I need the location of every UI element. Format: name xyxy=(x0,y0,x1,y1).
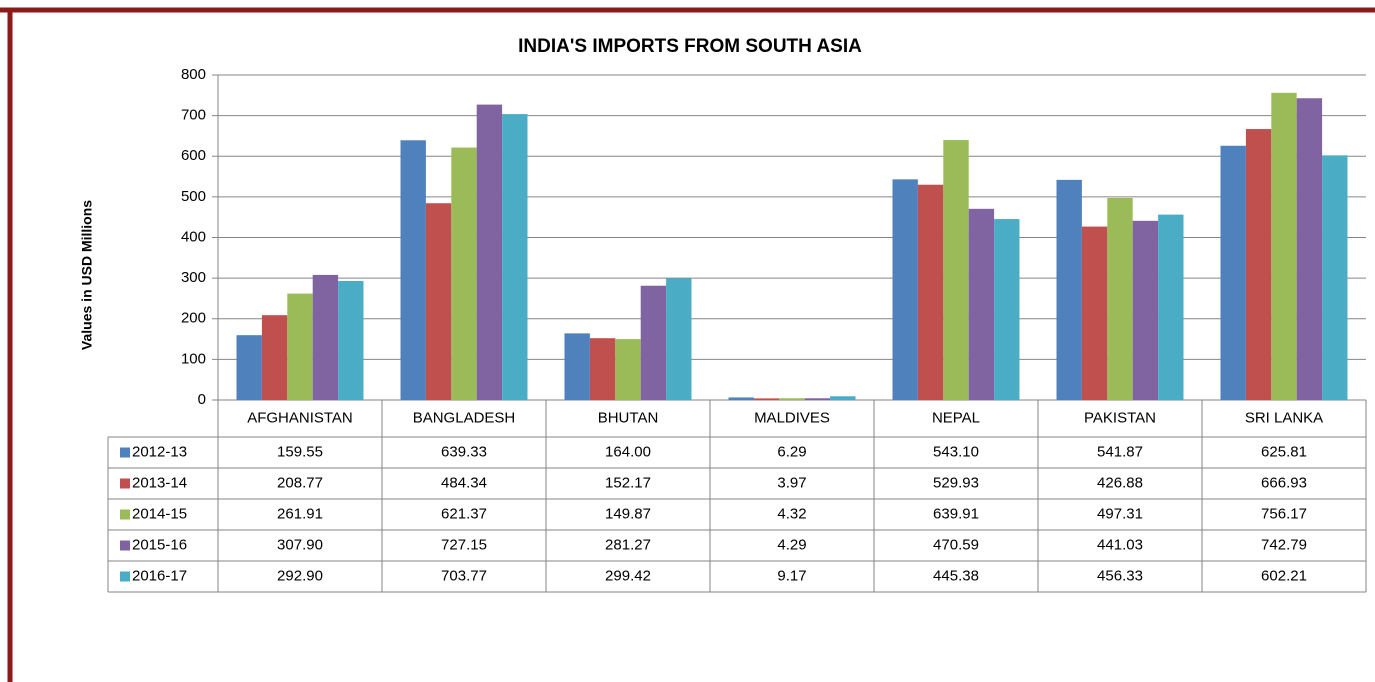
bar xyxy=(830,396,856,400)
bar xyxy=(400,140,426,400)
table-cell: 164.00 xyxy=(605,443,651,460)
table-cell: 6.29 xyxy=(777,443,806,460)
legend-label: 2014-15 xyxy=(132,505,187,522)
bar xyxy=(1056,179,1082,400)
table-cell: 470.59 xyxy=(933,536,979,553)
x-tick-label: MALDIVES xyxy=(754,409,830,426)
legend-swatch xyxy=(120,447,130,458)
y-tick-label: 700 xyxy=(181,107,206,124)
x-tick-label: BHUTAN xyxy=(598,409,659,426)
bar xyxy=(1296,98,1323,400)
table-cell: 159.55 xyxy=(277,443,323,460)
bar xyxy=(943,140,969,400)
legend-label: 2012-13 xyxy=(132,443,187,460)
table-cell: 208.77 xyxy=(277,474,323,491)
table-cell: 292.90 xyxy=(277,567,323,584)
bar xyxy=(312,274,339,400)
bar xyxy=(476,104,503,401)
bar xyxy=(753,398,780,400)
y-tick-label: 800 xyxy=(181,66,206,83)
bar xyxy=(451,147,477,400)
table-cell: 3.97 xyxy=(777,474,806,491)
legend-swatch xyxy=(120,540,130,551)
x-tick-label: AFGHANISTAN xyxy=(247,409,353,426)
bar xyxy=(236,335,262,400)
table-cell: 4.29 xyxy=(777,536,806,553)
table-cell: 639.91 xyxy=(933,505,979,522)
bar xyxy=(728,397,754,400)
table-cell: 9.17 xyxy=(777,567,806,584)
table-cell: 4.32 xyxy=(777,505,806,522)
legend-swatch xyxy=(120,478,130,489)
table-cell: 727.15 xyxy=(441,536,487,553)
table-cell: 639.33 xyxy=(441,443,487,460)
y-tick-label: 300 xyxy=(181,269,206,286)
table-cell: 666.93 xyxy=(1261,474,1307,491)
bar xyxy=(261,315,288,400)
bar xyxy=(1245,129,1272,400)
table-cell: 742.79 xyxy=(1261,536,1307,553)
bar xyxy=(779,398,805,400)
table-cell: 625.81 xyxy=(1261,443,1307,460)
table-cell: 529.93 xyxy=(933,474,979,491)
x-tick-label: BANGLADESH xyxy=(413,409,516,426)
bar xyxy=(1220,145,1246,400)
table-cell: 426.88 xyxy=(1097,474,1143,491)
bar xyxy=(666,278,692,400)
bar xyxy=(917,184,944,400)
table-cell: 543.10 xyxy=(933,443,979,460)
table-cell: 299.42 xyxy=(605,567,651,584)
y-tick-label: 400 xyxy=(181,228,206,245)
bar xyxy=(968,208,995,400)
legend-label: 2015-16 xyxy=(132,536,187,553)
table-cell: 441.03 xyxy=(1097,536,1143,553)
bar xyxy=(615,339,641,400)
bar xyxy=(338,281,364,400)
bar xyxy=(804,398,831,400)
y-tick-label: 500 xyxy=(181,188,206,205)
legend-swatch xyxy=(120,509,130,520)
bar xyxy=(1158,214,1184,400)
x-tick-label: PAKISTAN xyxy=(1084,409,1156,426)
table-cell: 152.17 xyxy=(605,474,651,491)
table-cell: 703.77 xyxy=(441,567,487,584)
bar xyxy=(589,338,616,400)
chart-title: INDIA'S IMPORTS FROM SOUTH ASIA xyxy=(518,36,862,57)
bar xyxy=(425,203,452,400)
table-cell: 484.34 xyxy=(441,474,487,491)
y-axis-title: Values in USD Millions xyxy=(79,200,95,350)
bar xyxy=(1081,226,1108,400)
table-cell: 307.90 xyxy=(277,536,323,553)
y-tick-label: 0 xyxy=(198,391,206,408)
table-cell: 756.17 xyxy=(1261,505,1307,522)
table-cell: 541.87 xyxy=(1097,443,1143,460)
legend-label: 2016-17 xyxy=(132,567,187,584)
table-cell: 497.31 xyxy=(1097,505,1143,522)
table-cell: 281.27 xyxy=(605,536,651,553)
bar xyxy=(640,285,667,400)
legend-swatch xyxy=(120,571,130,582)
table-cell: 456.33 xyxy=(1097,567,1143,584)
y-tick-label: 200 xyxy=(181,310,206,327)
bar xyxy=(892,179,918,400)
table-cell: 261.91 xyxy=(277,505,323,522)
bar xyxy=(287,293,313,400)
x-tick-label: NEPAL xyxy=(932,409,980,426)
y-tick-label: 100 xyxy=(181,350,206,367)
bar xyxy=(1322,155,1348,400)
bar xyxy=(1107,197,1133,400)
y-tick-label: 600 xyxy=(181,147,206,164)
table-cell: 621.37 xyxy=(441,505,487,522)
bar xyxy=(1271,92,1297,400)
legend-label: 2013-14 xyxy=(132,474,187,491)
bar xyxy=(502,114,528,400)
x-tick-label: SRI LANKA xyxy=(1245,409,1323,426)
bar xyxy=(564,333,590,400)
table-cell: 602.21 xyxy=(1261,567,1307,584)
bar xyxy=(994,219,1020,400)
bar xyxy=(1132,220,1159,400)
table-cell: 445.38 xyxy=(933,567,979,584)
table-cell: 149.87 xyxy=(605,505,651,522)
